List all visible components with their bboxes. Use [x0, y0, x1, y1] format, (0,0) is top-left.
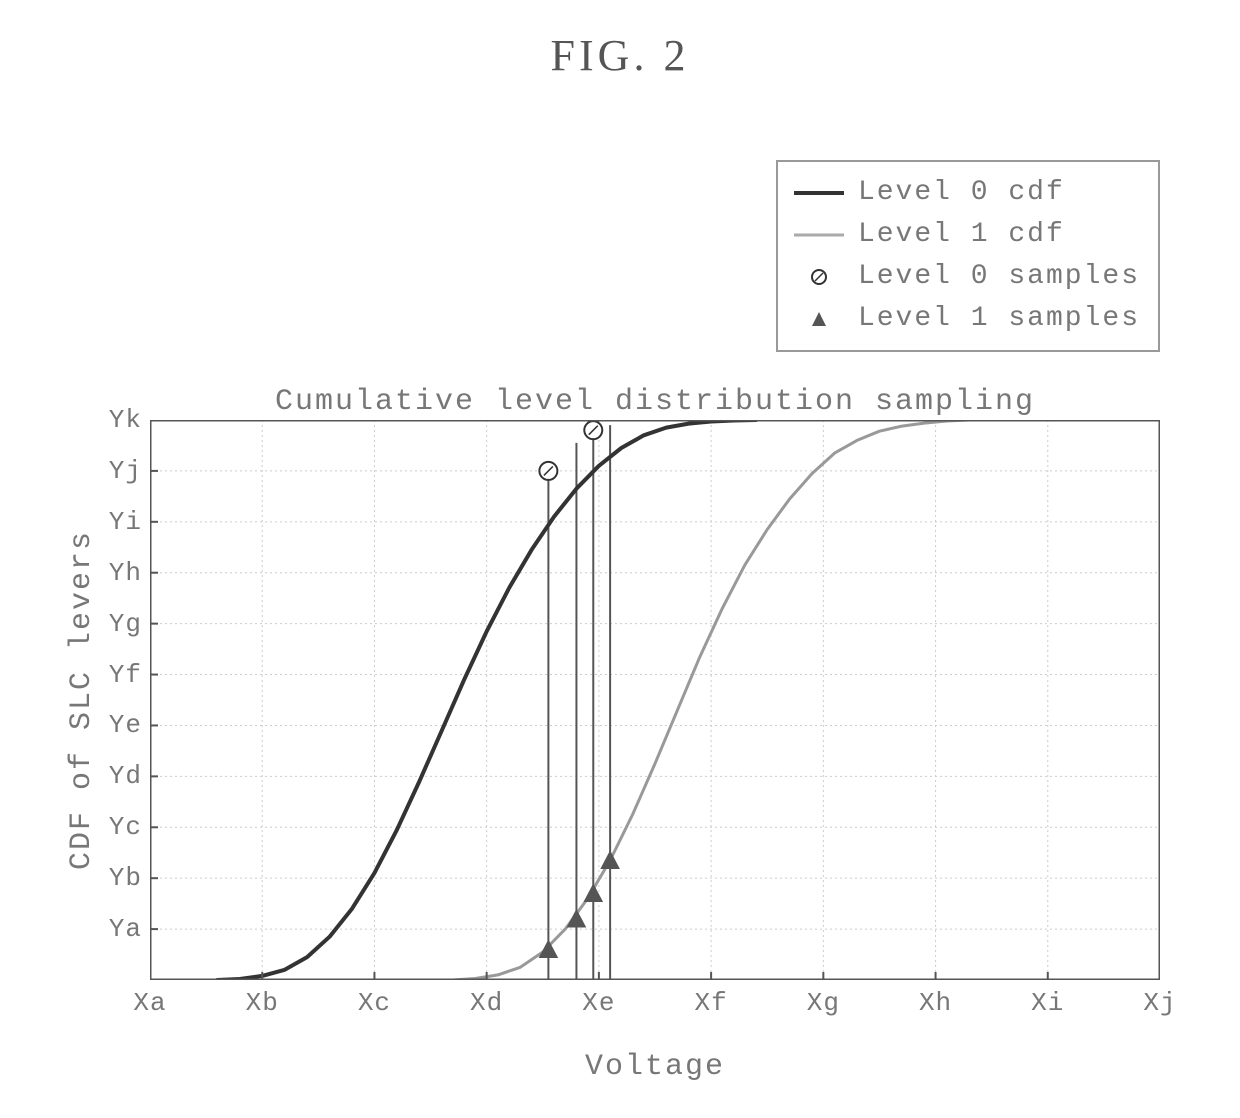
y-tick-label: Yj	[109, 456, 142, 486]
y-tick-label: Yf	[109, 660, 142, 690]
y-tick-label: Ya	[109, 914, 142, 944]
x-tick-label: Xa	[133, 988, 166, 1018]
figure-label: FIG. 2	[0, 30, 1240, 81]
y-tick-label: Yi	[109, 507, 142, 537]
x-tick-label: Xf	[695, 988, 728, 1018]
legend-swatch	[792, 307, 846, 331]
legend-swatch	[792, 223, 846, 247]
x-tick-label: Xe	[582, 988, 615, 1018]
legend-item: Level 1 samples	[792, 298, 1140, 340]
x-tick-label: Xi	[1031, 988, 1064, 1018]
legend-label: Level 1 samples	[858, 298, 1140, 340]
legend: Level 0 cdfLevel 1 cdfLevel 0 samplesLev…	[776, 160, 1160, 352]
legend-label: Level 1 cdf	[858, 214, 1065, 256]
x-tick-label: Xc	[358, 988, 391, 1018]
x-tick-label: Xg	[807, 988, 840, 1018]
legend-item: Level 0 samples	[792, 256, 1140, 298]
y-tick-label: Ye	[109, 710, 142, 740]
y-tick-label: Yd	[109, 761, 142, 791]
x-tick-label: Xh	[919, 988, 952, 1018]
y-axis-label: CDF of SLC levers	[65, 500, 99, 900]
legend-label: Level 0 cdf	[858, 172, 1065, 214]
legend-item: Level 1 cdf	[792, 214, 1140, 256]
chart-svg	[150, 420, 1160, 980]
y-tick-label: Yh	[109, 558, 142, 588]
chart-plot-area	[150, 420, 1160, 980]
x-tick-label: Xd	[470, 988, 503, 1018]
y-tick-label: Yb	[109, 863, 142, 893]
legend-label: Level 0 samples	[858, 256, 1140, 298]
legend-swatch	[792, 265, 846, 289]
legend-swatch	[792, 181, 846, 205]
legend-item: Level 0 cdf	[792, 172, 1140, 214]
y-tick-label: Yk	[109, 405, 142, 435]
chart-title: Cumulative level distribution sampling	[150, 385, 1160, 419]
y-tick-label: Yg	[109, 609, 142, 639]
x-axis-label: Voltage	[150, 1050, 1160, 1084]
x-tick-label: Xb	[246, 988, 279, 1018]
y-tick-label: Yc	[109, 812, 142, 842]
x-tick-label: Xj	[1143, 988, 1176, 1018]
